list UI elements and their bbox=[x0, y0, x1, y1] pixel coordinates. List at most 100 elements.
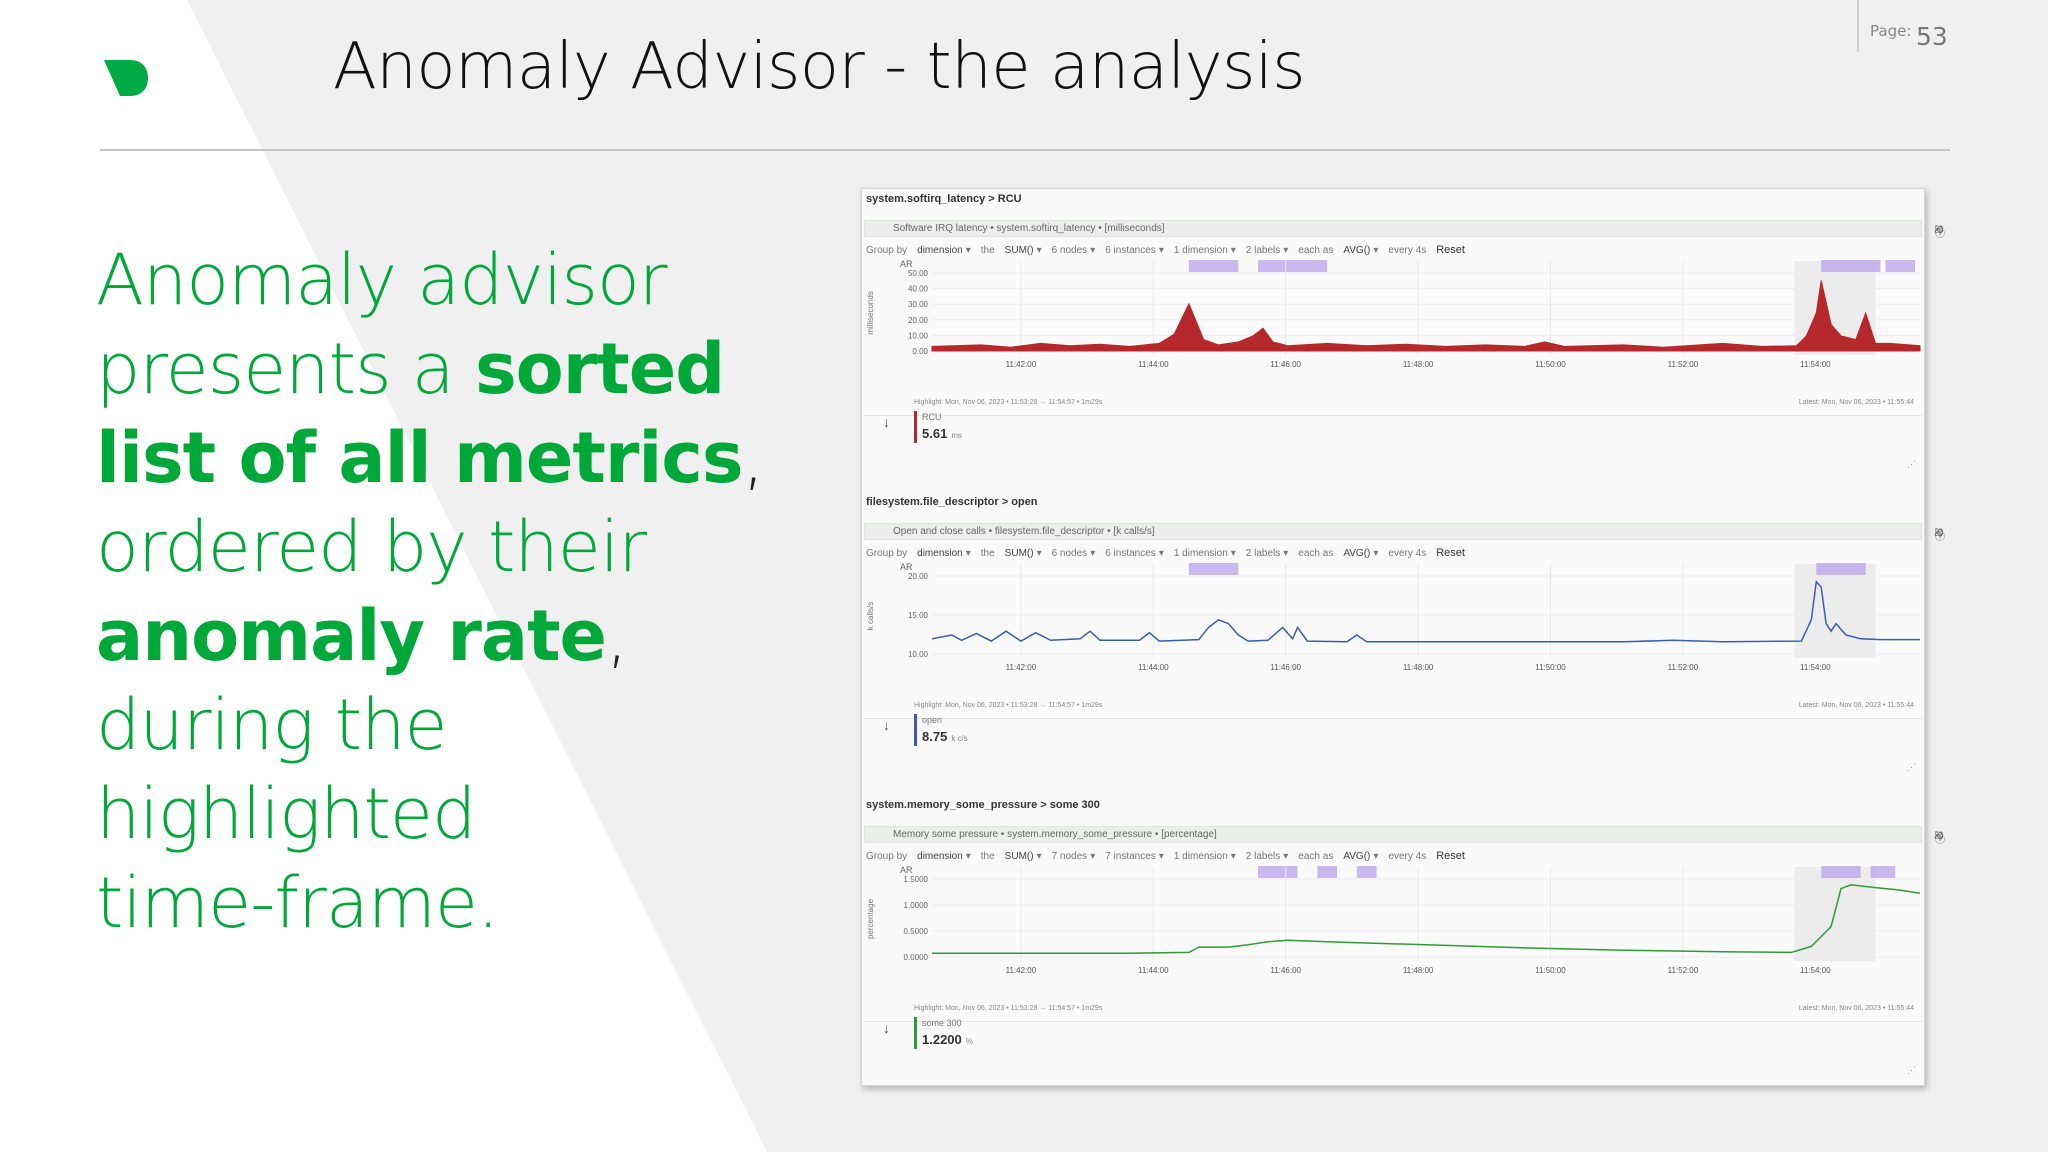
legend-dimension-name[interactable]: open bbox=[922, 715, 943, 725]
sort-arrow-icon[interactable]: ↓ bbox=[883, 717, 890, 733]
legend-value-unit: k c/s bbox=[951, 734, 968, 743]
info-icon[interactable]: ⓘ bbox=[1935, 229, 1950, 240]
dimension-select[interactable]: dimension bbox=[917, 851, 963, 862]
resize-handle-icon[interactable]: ⋰ bbox=[1907, 459, 1916, 469]
nodes-select[interactable]: 7 nodes bbox=[1051, 851, 1088, 862]
the-label: the bbox=[980, 851, 995, 862]
panel-subtitle: Software IRQ latency • system.softirq_la… bbox=[893, 223, 1165, 234]
x-tick-label: 11:44:00 bbox=[1138, 966, 1169, 975]
instances-select[interactable]: 7 instances bbox=[1105, 851, 1156, 862]
aggregation-select[interactable]: SUM() bbox=[1004, 851, 1034, 862]
series-line bbox=[931, 580, 1920, 643]
chevron-down-icon: ▾ bbox=[1283, 245, 1289, 256]
instances-select[interactable]: 6 instances bbox=[1105, 245, 1156, 256]
legend-dimension-name[interactable]: some 300 bbox=[922, 1018, 962, 1028]
panel-heading: system.softirq_latency > RCU bbox=[866, 193, 1022, 205]
page-divider bbox=[1857, 0, 1859, 52]
labels-select[interactable]: 2 labels bbox=[1245, 851, 1281, 862]
settings-icon[interactable]: ⟲ bbox=[1935, 528, 1949, 539]
chevron-down-icon: ▾ bbox=[1090, 548, 1096, 559]
highlight-region[interactable] bbox=[1794, 564, 1876, 658]
reset-button[interactable]: Reset bbox=[1436, 244, 1465, 256]
labels-select[interactable]: 2 labels bbox=[1245, 245, 1281, 256]
nodes-select[interactable]: 6 nodes bbox=[1051, 548, 1088, 559]
chevron-down-icon: ▾ bbox=[1158, 245, 1164, 256]
labels-select[interactable]: 2 labels bbox=[1245, 548, 1281, 559]
toggle-icon[interactable]: ⛁ bbox=[1935, 831, 1949, 842]
dimension-select[interactable]: dimension bbox=[917, 245, 963, 256]
resize-handle-icon[interactable]: ⋰ bbox=[1907, 762, 1916, 772]
settings-icon[interactable]: ⟲ bbox=[1935, 831, 1949, 842]
reset-button[interactable]: Reset bbox=[1436, 850, 1465, 862]
chevron-down-icon: ▾ bbox=[1373, 548, 1379, 559]
metric-chart[interactable]: AR1.5000 1.0000 0.5000 0.0000 percentage 11:4… bbox=[862, 865, 1924, 1021]
reset-button[interactable]: Reset bbox=[1436, 547, 1465, 559]
legend-value-number: 8.75 bbox=[922, 729, 948, 744]
x-tick-label: 11:52:00 bbox=[1668, 663, 1699, 672]
x-tick-label: 11:46:00 bbox=[1270, 360, 1301, 369]
settings-icon[interactable]: ⟲ bbox=[1935, 225, 1949, 236]
legend-dimension-name[interactable]: RCU bbox=[922, 412, 942, 422]
x-tick-label: 11:44:00 bbox=[1138, 360, 1169, 369]
divider bbox=[864, 415, 1922, 416]
chevron-down-icon: ▾ bbox=[1230, 245, 1236, 256]
every-label[interactable]: every 4s bbox=[1388, 851, 1427, 862]
info-icon[interactable]: ⓘ bbox=[1935, 835, 1950, 846]
chevron-down-icon: ▾ bbox=[1230, 548, 1236, 559]
page-label: Page: bbox=[1870, 22, 1912, 40]
x-tick-label: 11:52:00 bbox=[1668, 360, 1699, 369]
legend-color-swatch bbox=[914, 411, 917, 443]
fullscreen-icon[interactable]: ⛶ bbox=[1935, 831, 1947, 842]
chart-controls: Group by dimension ▾ the SUM() ▾ 6 nodes ▾ 6 ins… bbox=[866, 244, 1475, 258]
dimensions-select[interactable]: 1 dimension bbox=[1173, 851, 1228, 862]
x-tick-label: 11:54:00 bbox=[1800, 360, 1831, 369]
chevron-down-icon: ▾ bbox=[1036, 548, 1042, 559]
anomaly-rate-band bbox=[1188, 563, 1239, 575]
nodes-select[interactable]: 6 nodes bbox=[1051, 245, 1088, 256]
lead-line-1: Anomaly advisor bbox=[96, 239, 668, 321]
chevron-down-icon: ▾ bbox=[1283, 851, 1289, 862]
info-icon[interactable]: ⓘ bbox=[1935, 532, 1950, 543]
aggregation-select[interactable]: SUM() bbox=[1004, 548, 1034, 559]
x-tick-label: 11:54:00 bbox=[1800, 663, 1831, 672]
dashboard-screenshot: system.softirq_latency > RCU Software IRQ… bbox=[861, 188, 1945, 1086]
latest-time-text: Latest: Mon, Nov 06, 2023 • 11:55:44 bbox=[1798, 702, 1914, 709]
toggle-icon[interactable]: ⛁ bbox=[1935, 225, 1949, 236]
time-agg-select[interactable]: AVG() bbox=[1343, 245, 1371, 256]
group-by-label: Group by bbox=[866, 851, 908, 862]
instances-select[interactable]: 6 instances bbox=[1105, 548, 1156, 559]
chevron-down-icon: ▾ bbox=[1373, 245, 1379, 256]
time-agg-select[interactable]: AVG() bbox=[1343, 548, 1371, 559]
chevron-down-icon: ▾ bbox=[1283, 548, 1289, 559]
fullscreen-icon[interactable]: ⛶ bbox=[1935, 528, 1947, 539]
resize-handle-icon[interactable]: ⋰ bbox=[1907, 1065, 1916, 1075]
dimensions-select[interactable]: 1 dimension bbox=[1173, 548, 1228, 559]
y-tick-label: 0.00 bbox=[912, 347, 928, 356]
lead-line-2: presents a sorted bbox=[96, 328, 725, 410]
slide-title: Anomaly Advisor - the analysis bbox=[333, 30, 1306, 104]
legend-color-swatch bbox=[914, 714, 917, 746]
every-label[interactable]: every 4s bbox=[1388, 245, 1427, 256]
chevron-down-icon: ▾ bbox=[1036, 851, 1042, 862]
title-rule bbox=[100, 149, 1950, 151]
dimension-select[interactable]: dimension bbox=[917, 548, 963, 559]
fullscreen-icon[interactable]: ⛶ bbox=[1935, 225, 1947, 236]
y-tick-label: 1.5000 bbox=[904, 875, 929, 884]
group-by-label: Group by bbox=[866, 245, 908, 256]
sort-arrow-icon[interactable]: ↓ bbox=[883, 414, 890, 430]
dimensions-select[interactable]: 1 dimension bbox=[1173, 245, 1228, 256]
every-label[interactable]: every 4s bbox=[1388, 548, 1427, 559]
x-tick-label: 11:54:00 bbox=[1800, 966, 1831, 975]
group-by-label: Group by bbox=[866, 548, 908, 559]
anomaly-rate-band bbox=[1356, 866, 1377, 878]
x-tick-label: 11:48:00 bbox=[1403, 360, 1434, 369]
time-agg-select[interactable]: AVG() bbox=[1343, 851, 1371, 862]
aggregation-select[interactable]: SUM() bbox=[1004, 245, 1034, 256]
sort-arrow-icon[interactable]: ↓ bbox=[883, 1020, 890, 1036]
x-tick-label: 11:46:00 bbox=[1270, 966, 1301, 975]
legend-value-unit: % bbox=[965, 1037, 973, 1046]
toggle-icon[interactable]: ⛁ bbox=[1935, 528, 1949, 539]
chart-panel: filesystem.file_descriptor > open Open an… bbox=[862, 492, 1945, 792]
